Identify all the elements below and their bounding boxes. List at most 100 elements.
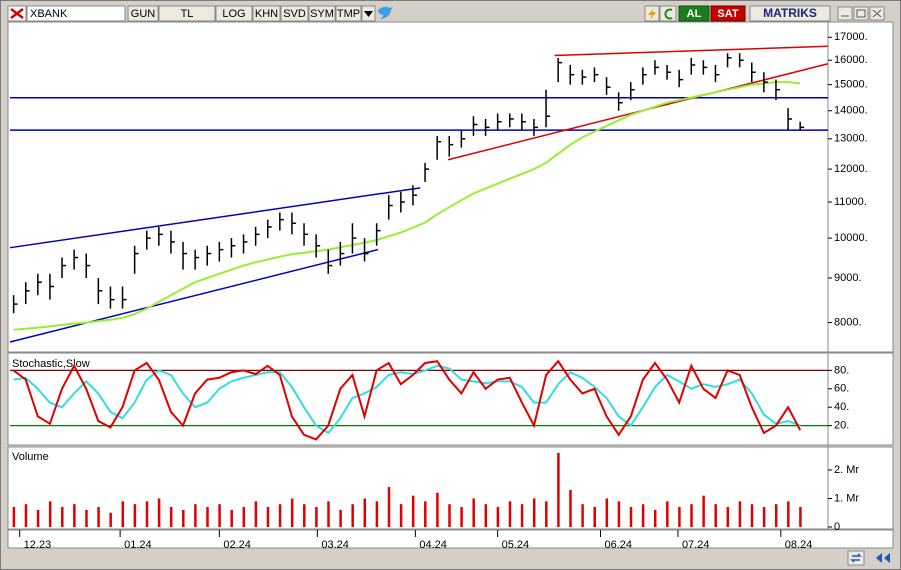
y-tick-label: 2. Mr (834, 464, 859, 476)
y-tick-label: 80. (834, 364, 849, 376)
trend-line (9, 187, 421, 249)
volume-bar (242, 507, 246, 527)
y-tick-label: 60. (834, 383, 849, 395)
volume-bar (254, 501, 258, 527)
dropdown-arrow (364, 11, 373, 17)
x-tick-label: 07.24 (682, 539, 710, 551)
y-tick-label: 8000. (834, 316, 862, 328)
symbol-input[interactable] (26, 5, 126, 22)
volume-bar (36, 509, 40, 527)
volume-bar (520, 504, 524, 527)
volume-bar (545, 501, 548, 527)
volume-bar (411, 495, 415, 527)
volume-bar (617, 501, 621, 527)
window-button-icons (841, 9, 882, 18)
volume-bar (351, 504, 354, 527)
buy-button[interactable] (678, 5, 710, 22)
volume-bar (666, 501, 669, 527)
x-tick-label: 05.24 (502, 539, 530, 551)
volume-bar (436, 492, 439, 527)
volume-bar (85, 509, 88, 527)
volume-bar (726, 507, 730, 527)
volume-bar (641, 504, 645, 527)
x-tick-label: 04.24 (419, 539, 447, 551)
volume-bar (508, 501, 512, 527)
symbol-icon-x (10, 8, 24, 19)
toolbar-button-label: GUN (131, 8, 156, 20)
x-tick-label: 08.24 (785, 539, 813, 551)
y-tick-label: 9000. (834, 272, 862, 284)
volume-bar (339, 509, 342, 527)
y-tick-label: 20. (834, 420, 849, 432)
volume-bar (799, 507, 802, 527)
y-tick-label: 13000. (834, 133, 868, 145)
stochastic-title: Stochastic,Slow (12, 358, 90, 370)
volume-bar (303, 504, 306, 527)
volume-bar (787, 501, 790, 527)
brand-box (749, 5, 831, 22)
volume-bar (532, 498, 536, 527)
volume-bar (581, 504, 584, 527)
lightning-icon (648, 8, 656, 20)
buy-label: AL (687, 8, 702, 20)
toolbar-button[interactable] (335, 5, 362, 22)
x-tick-label: 12.23 (24, 539, 52, 551)
symbol-text: XBANK (30, 8, 68, 20)
volume-bar (472, 498, 475, 527)
volume-bar (738, 501, 742, 527)
maximize-button[interactable] (853, 6, 869, 21)
volume-bar (375, 501, 379, 527)
trend-line (9, 248, 379, 343)
toolbar-button[interactable] (127, 5, 159, 22)
volume-bar (194, 504, 197, 527)
volume-bar (278, 504, 282, 527)
toolbar-button[interactable] (158, 5, 216, 22)
toolbar-button-label: KHN (255, 8, 278, 20)
sell-button[interactable] (710, 5, 746, 22)
x-tick-label: 02.24 (223, 539, 251, 551)
volume-bar (73, 504, 76, 527)
volume-bar (218, 504, 221, 527)
volume-bar (653, 509, 657, 527)
volume-bar (690, 504, 693, 527)
toolbar-button-label: TL (181, 8, 194, 20)
volume-bar (399, 504, 403, 527)
volume-bar (557, 452, 560, 527)
y-tick-label: 12000. (834, 163, 868, 175)
toolbar-button-label: SYM (310, 8, 334, 20)
volume-bar (230, 509, 233, 527)
volume-bar (702, 495, 705, 527)
minimize-button[interactable] (837, 6, 853, 21)
volume-bar (61, 507, 64, 527)
volume-bar (593, 507, 596, 527)
stochastic-line (13, 364, 801, 435)
toolbar-button[interactable] (280, 5, 309, 22)
volume-bar (496, 507, 500, 527)
x-tick-label: 03.24 (321, 539, 349, 551)
toolbar-button[interactable] (252, 5, 281, 22)
volume-bar (678, 507, 681, 527)
y-tick-label: 14000. (834, 105, 868, 117)
toolbar-button[interactable] (308, 5, 336, 22)
toolbar-button-label: SVD (283, 8, 306, 20)
volume-bar (629, 507, 633, 527)
scroll-arrows[interactable] (876, 553, 890, 563)
refresh-icon (664, 8, 673, 20)
x-tick-label: 01.24 (124, 539, 152, 551)
volume-bar (424, 501, 427, 527)
volume-bar (206, 507, 209, 527)
volume-bar (121, 501, 125, 527)
volume-bar (182, 509, 185, 527)
toolbar-button-label: TMP (337, 8, 360, 20)
moving-average (13, 81, 801, 331)
toolbar-button[interactable] (215, 5, 253, 22)
sync-button[interactable] (847, 550, 865, 566)
volume-bar (484, 504, 488, 527)
volume-bar (48, 501, 52, 527)
y-tick-label: 0 (834, 521, 840, 533)
volume-bar (363, 498, 367, 527)
y-tick-label: 10000. (834, 232, 868, 244)
twitter-icon[interactable] (378, 6, 393, 19)
volume-bar (290, 498, 294, 527)
